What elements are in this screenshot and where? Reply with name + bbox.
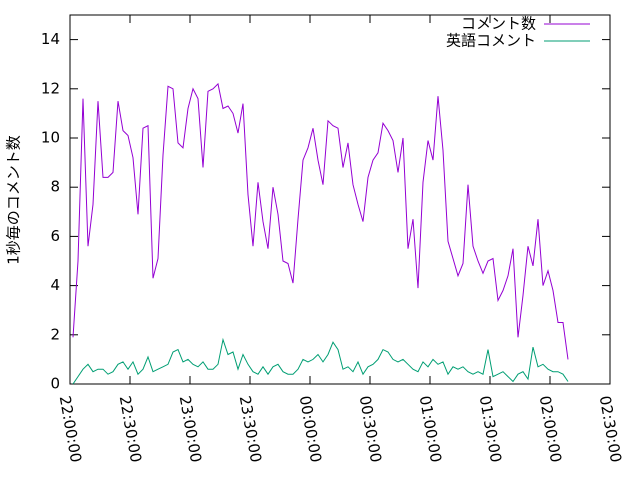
data-line <box>72 337 569 385</box>
y-tick-label: 4 <box>50 276 60 294</box>
x-tick-label: 23:00:00 <box>176 394 205 463</box>
x-tick-label: 02:30:00 <box>596 394 625 463</box>
y-tick-label: 10 <box>41 129 60 147</box>
plot-border <box>69 14 611 385</box>
x-tick-label: 02:00:00 <box>536 394 565 463</box>
y-tick-label: 8 <box>50 178 60 196</box>
y-tick-label: 2 <box>50 325 60 343</box>
y-tick-label: 6 <box>50 227 60 245</box>
x-tick-label: 00:30:00 <box>356 394 385 463</box>
x-tick-label: 01:30:00 <box>476 394 505 463</box>
x-tick-label: 23:30:00 <box>236 394 265 463</box>
legend-label: コメント数 <box>461 15 536 33</box>
data-line <box>72 82 569 360</box>
x-tick-label: 22:30:00 <box>116 394 145 463</box>
y-tick-label: 14 <box>41 30 60 48</box>
x-tick-label: 01:00:00 <box>416 394 445 463</box>
y-tick-label: 12 <box>41 79 60 97</box>
x-tick-label: 00:00:00 <box>296 394 325 463</box>
legend-label: 英語コメント <box>446 32 536 50</box>
y-axis-label: 1秒毎のコメント数 <box>5 135 23 265</box>
x-tick-label: 22:00:00 <box>56 394 85 463</box>
y-tick-label: 0 <box>50 375 60 393</box>
